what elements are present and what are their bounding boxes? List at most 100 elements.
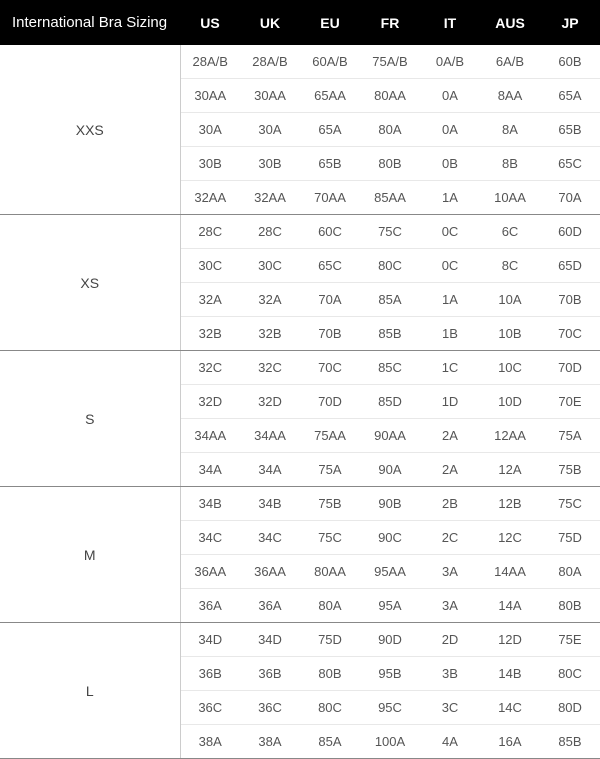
column-header-us: US (180, 0, 240, 45)
table-row: S32C32C70C85C1C10C70D (0, 351, 600, 385)
cell-value: 38A (240, 725, 300, 759)
cell-value: 0A/B (420, 45, 480, 79)
cell-value: 85A (360, 283, 420, 317)
cell-value: 85A (300, 725, 360, 759)
cell-value: 65AA (300, 79, 360, 113)
cell-value: 34AA (180, 419, 240, 453)
table-row: XXS28A/B28A/B60A/B75A/B0A/B6A/B60B (0, 45, 600, 79)
table-body: XXS28A/B28A/B60A/B75A/B0A/B6A/B60B30AA30… (0, 45, 600, 759)
size-label-xs: XS (0, 215, 180, 351)
cell-value: 12C (480, 521, 540, 555)
cell-value: 36A (180, 589, 240, 623)
cell-value: 75B (540, 453, 600, 487)
cell-value: 75AA (300, 419, 360, 453)
cell-value: 90C (360, 521, 420, 555)
cell-value: 1A (420, 181, 480, 215)
cell-value: 70E (540, 385, 600, 419)
cell-value: 30B (180, 147, 240, 181)
cell-value: 8B (480, 147, 540, 181)
cell-value: 30B (240, 147, 300, 181)
cell-value: 65C (540, 147, 600, 181)
cell-value: 80AA (360, 79, 420, 113)
cell-value: 75C (540, 487, 600, 521)
size-label-xxs: XXS (0, 45, 180, 215)
cell-value: 65B (300, 147, 360, 181)
cell-value: 1D (420, 385, 480, 419)
cell-value: 75C (300, 521, 360, 555)
cell-value: 85B (360, 317, 420, 351)
cell-value: 2A (420, 419, 480, 453)
cell-value: 95C (360, 691, 420, 725)
cell-value: 32D (240, 385, 300, 419)
cell-value: 34C (180, 521, 240, 555)
cell-value: 12D (480, 623, 540, 657)
cell-value: 3A (420, 589, 480, 623)
cell-value: 85C (360, 351, 420, 385)
sizing-table: International Bra Sizing USUKEUFRITAUSJP… (0, 0, 600, 759)
cell-value: 80C (540, 657, 600, 691)
cell-value: 16A (480, 725, 540, 759)
cell-value: 65A (300, 113, 360, 147)
cell-value: 34D (180, 623, 240, 657)
cell-value: 70AA (300, 181, 360, 215)
cell-value: 75A (540, 419, 600, 453)
cell-value: 32B (240, 317, 300, 351)
cell-value: 85D (360, 385, 420, 419)
cell-value: 90B (360, 487, 420, 521)
cell-value: 1B (420, 317, 480, 351)
cell-value: 2B (420, 487, 480, 521)
column-header-aus: AUS (480, 0, 540, 45)
cell-value: 80B (360, 147, 420, 181)
table-title: International Bra Sizing (0, 0, 180, 45)
cell-value: 2D (420, 623, 480, 657)
cell-value: 75D (300, 623, 360, 657)
cell-value: 14A (480, 589, 540, 623)
cell-value: 14B (480, 657, 540, 691)
cell-value: 65A (540, 79, 600, 113)
cell-value: 70C (300, 351, 360, 385)
cell-value: 65D (540, 249, 600, 283)
cell-value: 4A (420, 725, 480, 759)
cell-value: 6A/B (480, 45, 540, 79)
cell-value: 34B (180, 487, 240, 521)
cell-value: 34D (240, 623, 300, 657)
cell-value: 36AA (240, 555, 300, 589)
cell-value: 30A (180, 113, 240, 147)
cell-value: 0B (420, 147, 480, 181)
cell-value: 80C (360, 249, 420, 283)
cell-value: 70B (300, 317, 360, 351)
cell-value: 32D (180, 385, 240, 419)
cell-value: 75E (540, 623, 600, 657)
cell-value: 36AA (180, 555, 240, 589)
cell-value: 70B (540, 283, 600, 317)
cell-value: 8AA (480, 79, 540, 113)
cell-value: 8C (480, 249, 540, 283)
column-header-eu: EU (300, 0, 360, 45)
cell-value: 60C (300, 215, 360, 249)
table-row: XS28C28C60C75C0C6C60D (0, 215, 600, 249)
table-row: L34D34D75D90D2D12D75E (0, 623, 600, 657)
cell-value: 1C (420, 351, 480, 385)
cell-value: 10C (480, 351, 540, 385)
table-row: M34B34B75B90B2B12B75C (0, 487, 600, 521)
cell-value: 100A (360, 725, 420, 759)
cell-value: 80AA (300, 555, 360, 589)
cell-value: 12B (480, 487, 540, 521)
cell-value: 80B (540, 589, 600, 623)
cell-value: 36B (240, 657, 300, 691)
cell-value: 30AA (240, 79, 300, 113)
cell-value: 2A (420, 453, 480, 487)
cell-value: 34A (240, 453, 300, 487)
cell-value: 28A/B (240, 45, 300, 79)
cell-value: 32AA (240, 181, 300, 215)
cell-value: 75D (540, 521, 600, 555)
cell-value: 32C (180, 351, 240, 385)
cell-value: 36C (180, 691, 240, 725)
cell-value: 30C (240, 249, 300, 283)
cell-value: 32B (180, 317, 240, 351)
cell-value: 14C (480, 691, 540, 725)
cell-value: 80A (540, 555, 600, 589)
cell-value: 75C (360, 215, 420, 249)
cell-value: 12AA (480, 419, 540, 453)
cell-value: 60D (540, 215, 600, 249)
